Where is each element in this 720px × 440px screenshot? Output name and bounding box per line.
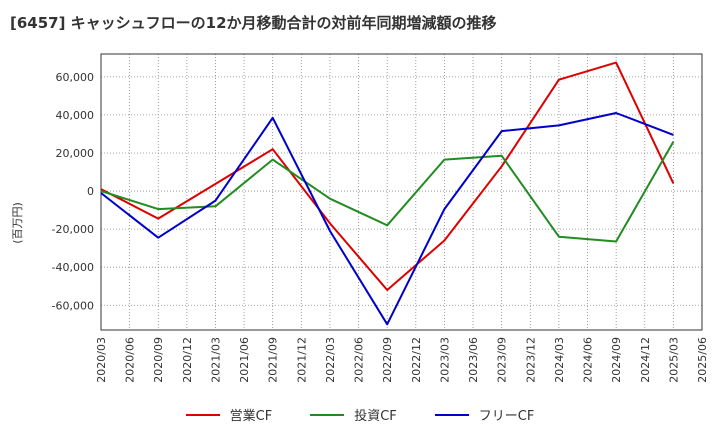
- x-tick-label: 2024/12: [639, 337, 652, 383]
- x-tick-label: 2023/03: [438, 337, 451, 383]
- x-tick-label: 2021/03: [209, 337, 222, 383]
- x-tick-label: 2024/09: [610, 337, 623, 383]
- line-chart: -60,000 -40,000 -20,000 0 20,000 40,000 60,000…: [52, 53, 709, 383]
- x-tick-label: 2022/03: [324, 337, 337, 383]
- plot-area: [101, 54, 702, 330]
- x-tick-label: 2020/12: [181, 337, 194, 383]
- legend: 営業CF 投資CF フリーCF: [0, 405, 720, 424]
- legend-swatch: [434, 413, 469, 416]
- x-tick-label: 2025/03: [667, 337, 680, 383]
- legend-swatch: [185, 413, 220, 416]
- legend-swatch: [310, 413, 345, 416]
- x-tick-label: 2022/09: [381, 337, 394, 383]
- y-tick-label: -40,000: [52, 261, 94, 274]
- y-tick-label: 40,000: [56, 109, 95, 122]
- x-tick-label: 2020/06: [124, 337, 137, 383]
- y-tick-label: 0: [87, 185, 94, 198]
- x-tick-label: 2021/06: [238, 337, 251, 383]
- legend-item-investing-cf: 投資CF: [310, 405, 397, 424]
- y-tick-label: -60,000: [52, 299, 94, 312]
- x-tick-label: 2023/12: [524, 337, 537, 383]
- x-tick-label: 2023/06: [467, 337, 480, 383]
- y-tick-label: 60,000: [56, 71, 95, 84]
- series-line-investing-cf: [100, 141, 675, 243]
- chart-title: [6457] キャッシュフローの12か月移動合計の対前年同期増減額の推移: [10, 14, 497, 32]
- x-tick-label: 2022/06: [353, 337, 366, 383]
- x-tick-label: 2021/12: [295, 337, 308, 383]
- x-tick-label: 2025/06: [696, 337, 709, 383]
- legend-label: 投資CF: [354, 409, 397, 424]
- y-tick-label: 20,000: [56, 147, 95, 160]
- x-tick-label: 2023/09: [496, 337, 509, 383]
- x-tick-label: 2024/06: [582, 337, 595, 383]
- legend-label: 営業CF: [229, 409, 273, 424]
- x-tick-label: 2021/09: [267, 337, 280, 383]
- x-tick-label: 2020/09: [152, 337, 165, 383]
- x-tick-label: 2024/03: [553, 337, 566, 383]
- x-tick-label: 2022/12: [410, 337, 423, 383]
- x-tick-label: 2020/03: [95, 337, 108, 383]
- legend-label: フリーCF: [478, 409, 535, 424]
- legend-item-operating-cf: 営業CF: [185, 405, 273, 424]
- y-tick-label: -20,000: [52, 223, 94, 236]
- legend-item-free-cf: フリーCF: [434, 405, 535, 424]
- series-line-free-cf: [100, 112, 674, 326]
